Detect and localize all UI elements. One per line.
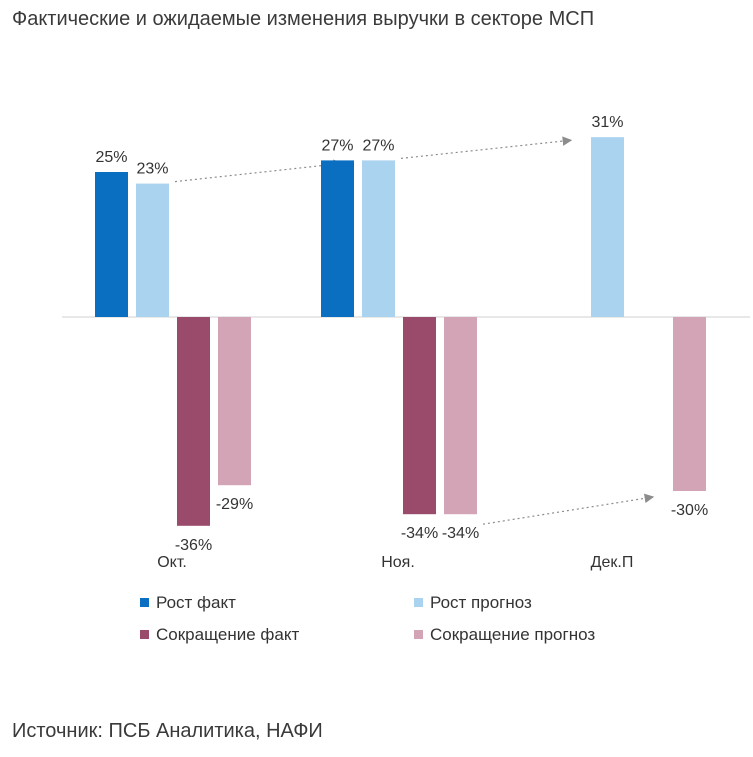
chart-title: Фактические и ожидаемые изменения выручк… bbox=[12, 8, 595, 30]
trend-arrow-1 bbox=[174, 159, 344, 183]
trend-arrow-3 bbox=[482, 493, 655, 525]
bar-sokr-prognoz-3 bbox=[673, 317, 706, 491]
data-label-rost-prognoz-1: 23% bbox=[136, 161, 168, 178]
bar-sokr-prognoz-2 bbox=[444, 317, 477, 515]
legend-item-sokr-prognoz: Сокращение прогноз bbox=[414, 625, 595, 644]
bars-layer bbox=[95, 137, 706, 526]
bar-sokr-prognoz-1 bbox=[218, 317, 251, 486]
legend-item-sokr-fakt: Сокращение факт bbox=[140, 625, 299, 644]
data-label-sokr-fakt-1: -36% bbox=[175, 537, 212, 554]
data-label-rost-prognoz-2: 27% bbox=[362, 137, 394, 154]
x-axis-labels: Окт. Ноя. Дек.П bbox=[157, 554, 633, 571]
data-label-sokr-prognoz-2: -34% bbox=[442, 525, 479, 542]
legend-label-sokr-prognoz: Сокращение прогноз bbox=[430, 625, 595, 644]
bar-chart: 25% 23% -36% -29% 27% 27% -34% -34% 31% -30% Окт.… bbox=[62, 114, 750, 644]
data-label-sokr-fakt-2: -34% bbox=[401, 525, 438, 542]
data-label-sokr-prognoz-3: -30% bbox=[671, 502, 708, 519]
legend-swatch-rost-prognoz bbox=[414, 598, 423, 607]
data-label-rost-fakt-2: 27% bbox=[321, 137, 353, 154]
legend-label-rost-prognoz: Рост прогноз bbox=[430, 593, 532, 612]
trend-arrows bbox=[174, 136, 655, 525]
bar-rost-fakt-2 bbox=[321, 160, 354, 317]
data-label-sokr-prognoz-1: -29% bbox=[216, 496, 253, 513]
category-label-3: Дек.П bbox=[591, 554, 634, 571]
bar-sokr-fakt-2 bbox=[403, 317, 436, 515]
data-labels-layer: 25% 23% -36% -29% 27% 27% -34% -34% 31% -30% bbox=[95, 114, 708, 554]
category-label-1: Окт. bbox=[157, 554, 187, 571]
legend-item-rost-prognoz: Рост прогноз bbox=[414, 593, 532, 612]
source-note: Источник: ПСБ Аналитика, НАФИ bbox=[12, 720, 323, 742]
bar-rost-prognoz-2 bbox=[362, 160, 395, 317]
legend-item-rost-fakt: Рост факт bbox=[140, 593, 236, 612]
category-label-2: Ноя. bbox=[381, 554, 415, 571]
legend: Рост факт Рост прогноз Сокращение факт Сокр… bbox=[140, 593, 595, 644]
data-label-rost-prognoz-3: 31% bbox=[591, 114, 623, 131]
bar-sokr-fakt-1 bbox=[177, 317, 210, 526]
bar-rost-prognoz-1 bbox=[136, 183, 169, 317]
legend-swatch-rost-fakt bbox=[140, 598, 149, 607]
legend-label-sokr-fakt: Сокращение факт bbox=[156, 625, 299, 644]
legend-swatch-sokr-prognoz bbox=[414, 630, 423, 639]
legend-swatch-sokr-fakt bbox=[140, 630, 149, 639]
trend-arrow-2 bbox=[400, 136, 573, 159]
legend-label-rost-fakt: Рост факт bbox=[156, 593, 236, 612]
bar-rost-prognoz-3 bbox=[591, 137, 624, 317]
data-label-rost-fakt-1: 25% bbox=[95, 149, 127, 166]
bar-rost-fakt-1 bbox=[95, 172, 128, 317]
